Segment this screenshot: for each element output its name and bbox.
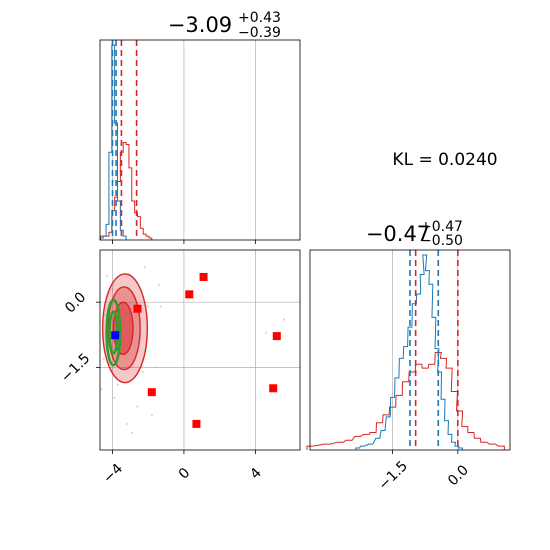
scatter-point-4 — [141, 370, 144, 373]
scatter-point-7 — [113, 396, 116, 399]
scatter-point-8 — [154, 366, 157, 369]
scatter-point-17 — [157, 283, 161, 286]
title-param2-value: −0.47 — [366, 222, 430, 246]
marker-red-1 — [185, 290, 194, 299]
marker-blue — [111, 331, 120, 340]
marker-red-2 — [133, 304, 142, 313]
marker-red-0 — [199, 272, 208, 281]
scatter-point-16 — [282, 318, 286, 321]
joint-panel-frame — [99, 249, 301, 451]
title-param1: −3.09 — [168, 13, 232, 37]
scatter-point-2 — [106, 274, 109, 278]
hist-series-red-param1 — [99, 142, 153, 240]
scatter-point-10 — [136, 405, 139, 408]
kl-label: KL = 0.0240 — [392, 150, 497, 170]
scatter-point-11 — [150, 414, 153, 417]
title-param2-minus: −0.50 — [420, 233, 463, 249]
hist-panel-param1: −3.09 +0.43 −0.39 — [99, 10, 301, 244]
marker-red-4 — [269, 384, 278, 393]
marker-red-3 — [272, 332, 281, 341]
title-param1-value: −3.09 — [168, 13, 232, 37]
scatter-point-19 — [131, 431, 134, 434]
scatter-point-9 — [159, 305, 162, 308]
title-param2: −0.47 — [366, 222, 430, 246]
hist-series-red-param2 — [306, 352, 505, 450]
scatter-point-14 — [125, 422, 128, 426]
scatter-point-6 — [102, 357, 105, 360]
scatter-point-1 — [104, 314, 107, 317]
scatter-point-5 — [147, 305, 150, 308]
marker-red-5 — [147, 388, 156, 397]
hist-series-blue-param2 — [355, 254, 463, 450]
scatter-point-13 — [143, 266, 146, 269]
hist-panel-param2-frame — [309, 249, 511, 451]
title-param1-plus: +0.43 — [238, 10, 281, 26]
scatter-point-3 — [116, 383, 119, 386]
title-param2-plus: +0.47 — [420, 219, 463, 235]
scatter-point-18 — [100, 388, 103, 391]
contour-green-0 — [105, 298, 122, 367]
scatter-point-15 — [264, 331, 268, 334]
marker-red-6 — [192, 419, 201, 428]
title-param1-minus: −0.39 — [238, 25, 281, 41]
scatter-point-12 — [111, 288, 114, 291]
hist-panel-param1-frame — [99, 39, 301, 241]
